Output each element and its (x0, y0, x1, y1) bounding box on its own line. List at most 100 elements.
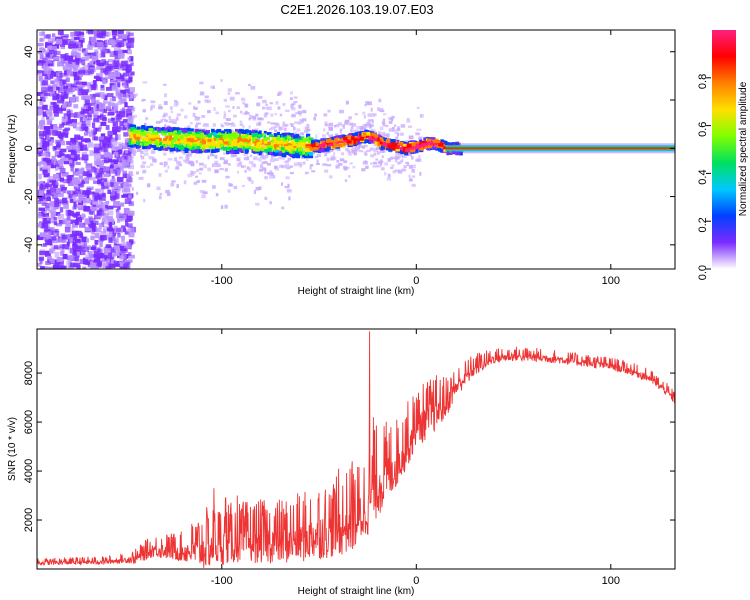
spectrogram-noise-cell (108, 263, 116, 269)
spectrogram-noise-cell (89, 94, 95, 100)
spectrogram-band-cell (236, 141, 241, 145)
spectrogram-halo-cell (290, 91, 293, 95)
spectrogram-band-cell (274, 144, 279, 149)
spectrogram-halo-cell (167, 125, 170, 128)
spectrogram-halo-cell (178, 163, 183, 167)
spectrogram-band-cell (313, 146, 319, 151)
spectrogram-halo-cell (379, 108, 384, 111)
spectrogram-halo-cell (383, 133, 388, 136)
spectrogram-noise-cell (52, 84, 58, 89)
spectrogram-noise-cell (89, 217, 96, 223)
spectrogram-noise-cell (93, 114, 98, 120)
spectrogram-band-cell (300, 136, 305, 141)
spectrogram-halo-cell (305, 128, 311, 132)
spectrogram-halo-cell (131, 109, 134, 114)
spectrogram-halo-cell (270, 122, 276, 125)
spectrogram-band-cell (185, 132, 191, 137)
spectrogram-halo-cell (259, 168, 263, 172)
spectrogram-noise-cell (92, 130, 97, 136)
snr-series-line (37, 331, 675, 568)
spectrogram-noise-cell (50, 214, 56, 220)
spectrogram-noise-cell (103, 60, 109, 65)
spectrogram-band-cell (259, 133, 263, 137)
spectrogram-noise-cell (113, 200, 120, 207)
spectrogram-noise-cell (107, 138, 111, 142)
spectrogram-noise-cell (86, 54, 94, 60)
spectrogram-noise-cell (84, 218, 91, 224)
spectrogram-noise-cell (106, 232, 111, 238)
spectrogram-band-cell (141, 126, 146, 130)
spectrogram-noise-cell (58, 72, 64, 78)
spectrogram-halo-cell (403, 165, 407, 168)
spectrogram-noise-cell (60, 138, 64, 143)
spectrogram-noise-cell (72, 212, 80, 217)
spectrogram-noise-cell (117, 53, 125, 59)
spectrogram-band-cell (355, 138, 359, 142)
spectrogram-halo-cell (183, 180, 187, 185)
spectrogram-noise-cell (43, 217, 51, 224)
spectrogram-noise-cell (44, 50, 48, 55)
spectrogram-halo-cell (187, 125, 191, 128)
spectrogram-band-cell (257, 139, 263, 144)
spectrogram-noise-cell (63, 218, 68, 224)
spectrogram-band-cell (142, 138, 147, 143)
spectrogram-halo-cell (172, 121, 177, 124)
spectrogram-noise-cell (74, 112, 78, 118)
spectrogram-noise-cell (43, 68, 51, 74)
spectrogram-noise-cell (121, 253, 127, 259)
spectrogram-halo-cell (158, 104, 162, 109)
spectrogram-noise-cell (66, 145, 73, 150)
spectrogram-halo-cell (334, 133, 339, 136)
spectrogram-band-cell (421, 143, 426, 148)
spectrogram-noise-cell (113, 60, 120, 67)
spectrogram-noise-cell (69, 181, 74, 185)
spectrogram-noise-cell (70, 255, 77, 261)
spectrogram-band-cell (276, 135, 280, 140)
spectrogram-noise-cell (121, 33, 128, 39)
spectrogram-band-cell (281, 149, 285, 153)
spectrogram-noise-cell (74, 154, 80, 160)
spectrogram-halo-cell (299, 164, 303, 168)
spectrogram-halo-cell (258, 157, 262, 162)
spectrogram-band-cell (434, 138, 438, 143)
spectrogram-halo-cell (391, 115, 395, 119)
spectrogram-noise-cell (69, 238, 74, 244)
spectrogram-noise-cell (58, 220, 63, 225)
spectrogram-band-cell (222, 138, 225, 142)
spectrogram-halo-cell (406, 152, 412, 157)
spectrogram-band-cell (368, 136, 373, 141)
spectrogram-halo-cell (352, 150, 357, 154)
spectrogram-halo-cell (220, 205, 224, 209)
spectrogram-band-cell (160, 145, 164, 149)
spectrogram-noise-cell (93, 110, 99, 117)
spectrogram-noise-cell (129, 107, 136, 112)
spectrogram-halo-cell (322, 128, 326, 132)
spectrogram-noise-cell (69, 40, 75, 46)
spectrogram-noise-cell (39, 180, 44, 185)
spectrogram-band-cell (131, 141, 134, 145)
spectrogram-noise-cell (126, 49, 132, 55)
spectrogram-noise-cell (39, 232, 47, 237)
spectrogram-band-cell (187, 131, 193, 135)
spectrogram-noise-cell (49, 73, 54, 79)
spectrogram-noise-cell (121, 214, 128, 220)
spectrogram-band-cell (266, 148, 269, 151)
spectrogram-band-cell (348, 133, 353, 137)
spectrogram-band-cell (347, 140, 352, 144)
spectrogram-noise-cell (46, 189, 52, 195)
spectrogram-band-cell (180, 146, 185, 150)
spectrogram-noise-cell (130, 43, 134, 48)
spectrogram-halo-cell (373, 161, 378, 165)
spectrogram-halo-cell (265, 154, 269, 159)
spectrogram-band-cell (149, 125, 154, 130)
spectrogram-band-cell (184, 149, 189, 154)
spectrogram-band-cell (278, 151, 282, 156)
spectrogram-halo-cell (138, 176, 144, 180)
spectrogram-noise-cell (102, 196, 107, 200)
spectrogram-noise-cell (56, 75, 63, 82)
spectrogram-halo-cell (242, 112, 246, 115)
spectrogram-band-cell (161, 132, 167, 136)
spectrogram-noise-cell (84, 52, 91, 57)
spectrogram-halo-cell (174, 157, 178, 162)
spectrogram-frame (36, 29, 676, 270)
